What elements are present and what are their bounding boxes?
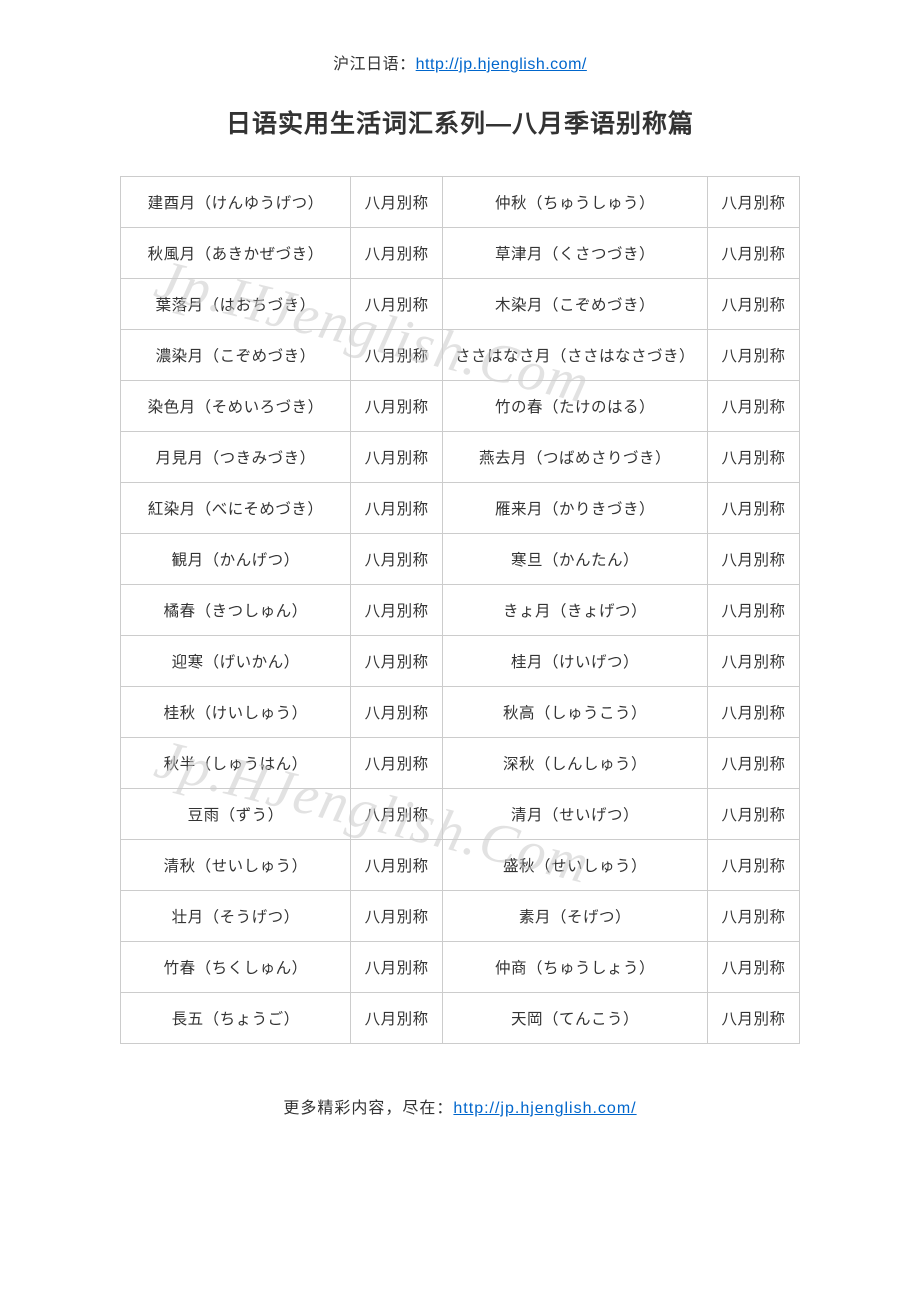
vocab-table: 建酉月（けんゆうげつ）八月別称仲秋（ちゅうしゅう）八月別称秋風月（あきかぜづき）… bbox=[120, 176, 800, 1044]
table-cell: 八月別称 bbox=[707, 585, 799, 636]
table-cell: 清月（せいげつ） bbox=[443, 789, 708, 840]
table-cell: 八月別称 bbox=[707, 381, 799, 432]
table-cell: 八月別称 bbox=[351, 483, 443, 534]
table-cell: 素月（そげつ） bbox=[443, 891, 708, 942]
table-cell: 燕去月（つばめさりづき） bbox=[443, 432, 708, 483]
table-cell: 豆雨（ずう） bbox=[121, 789, 351, 840]
table-row: 建酉月（けんゆうげつ）八月別称仲秋（ちゅうしゅう）八月別称 bbox=[121, 177, 800, 228]
table-cell: 木染月（こぞめづき） bbox=[443, 279, 708, 330]
table-cell: 八月別称 bbox=[351, 228, 443, 279]
table-cell: 秋高（しゅうこう） bbox=[443, 687, 708, 738]
table-cell: 仲秋（ちゅうしゅう） bbox=[443, 177, 708, 228]
table-cell: 八月別称 bbox=[707, 789, 799, 840]
table-cell: 八月別称 bbox=[707, 942, 799, 993]
table-cell: 桂秋（けいしゅう） bbox=[121, 687, 351, 738]
table-row: 迎寒（げいかん）八月別称桂月（けいげつ）八月別称 bbox=[121, 636, 800, 687]
table-cell: 八月別称 bbox=[707, 177, 799, 228]
table-cell: 八月別称 bbox=[351, 993, 443, 1044]
table-cell: 竹の春（たけのはる） bbox=[443, 381, 708, 432]
vocab-table-body: 建酉月（けんゆうげつ）八月別称仲秋（ちゅうしゅう）八月別称秋風月（あきかぜづき）… bbox=[121, 177, 800, 1044]
table-row: 竹春（ちくしゅん）八月別称仲商（ちゅうしょう）八月別称 bbox=[121, 942, 800, 993]
table-cell: 八月別称 bbox=[351, 738, 443, 789]
table-cell: 深秋（しんしゅう） bbox=[443, 738, 708, 789]
table-cell: 濃染月（こぞめづき） bbox=[121, 330, 351, 381]
table-cell: 八月別称 bbox=[351, 534, 443, 585]
page-title: 日语实用生活词汇系列—八月季语别称篇 bbox=[100, 104, 820, 140]
table-cell: 八月別称 bbox=[351, 636, 443, 687]
table-cell: 清秋（せいしゅう） bbox=[121, 840, 351, 891]
table-cell: 寒旦（かんたん） bbox=[443, 534, 708, 585]
table-cell: 八月別称 bbox=[351, 840, 443, 891]
table-cell: 紅染月（べにそめづき） bbox=[121, 483, 351, 534]
table-cell: 橘春（きつしゅん） bbox=[121, 585, 351, 636]
table-cell: 八月別称 bbox=[351, 789, 443, 840]
table-cell: 盛秋（せいしゅう） bbox=[443, 840, 708, 891]
table-cell: 八月別称 bbox=[707, 330, 799, 381]
table-cell: 八月別称 bbox=[707, 687, 799, 738]
table-row: 葉落月（はおちづき）八月別称木染月（こぞめづき）八月別称 bbox=[121, 279, 800, 330]
table-cell: 迎寒（げいかん） bbox=[121, 636, 351, 687]
table-cell: 天岡（てんこう） bbox=[443, 993, 708, 1044]
table-cell: 八月別称 bbox=[351, 279, 443, 330]
header-line: 沪江日语：http://jp.hjenglish.com/ bbox=[100, 50, 820, 74]
table-cell: 仲商（ちゅうしょう） bbox=[443, 942, 708, 993]
table-cell: 八月別称 bbox=[707, 228, 799, 279]
table-cell: 桂月（けいげつ） bbox=[443, 636, 708, 687]
table-cell: 八月別称 bbox=[707, 534, 799, 585]
table-cell: 八月別称 bbox=[351, 330, 443, 381]
table-row: 染色月（そめいろづき）八月別称竹の春（たけのはる）八月別称 bbox=[121, 381, 800, 432]
table-cell: 月見月（つきみづき） bbox=[121, 432, 351, 483]
table-cell: 染色月（そめいろづき） bbox=[121, 381, 351, 432]
table-row: 紅染月（べにそめづき）八月別称雁来月（かりきづき）八月別称 bbox=[121, 483, 800, 534]
table-row: 壮月（そうげつ）八月別称素月（そげつ）八月別称 bbox=[121, 891, 800, 942]
table-cell: 壮月（そうげつ） bbox=[121, 891, 351, 942]
table-cell: 八月別称 bbox=[707, 432, 799, 483]
table-cell: 八月別称 bbox=[351, 942, 443, 993]
table-row: 濃染月（こぞめづき）八月別称ささはなさ月（ささはなさづき）八月別称 bbox=[121, 330, 800, 381]
table-cell: 八月別称 bbox=[351, 432, 443, 483]
table-row: 清秋（せいしゅう）八月別称盛秋（せいしゅう）八月別称 bbox=[121, 840, 800, 891]
table-row: 豆雨（ずう）八月別称清月（せいげつ）八月別称 bbox=[121, 789, 800, 840]
table-row: 長五（ちょうご）八月別称天岡（てんこう）八月別称 bbox=[121, 993, 800, 1044]
table-row: 観月（かんげつ）八月別称寒旦（かんたん）八月別称 bbox=[121, 534, 800, 585]
table-cell: 八月別称 bbox=[351, 585, 443, 636]
table-cell: 竹春（ちくしゅん） bbox=[121, 942, 351, 993]
table-cell: 八月別称 bbox=[351, 891, 443, 942]
table-cell: 八月別称 bbox=[707, 993, 799, 1044]
header-link[interactable]: http://jp.hjenglish.com/ bbox=[416, 56, 587, 73]
table-cell: 草津月（くさつづき） bbox=[443, 228, 708, 279]
footer-line: 更多精彩内容，尽在：http://jp.hjenglish.com/ bbox=[100, 1094, 820, 1118]
table-cell: 八月別称 bbox=[707, 738, 799, 789]
table-cell: ささはなさ月（ささはなさづき） bbox=[443, 330, 708, 381]
table-cell: 八月別称 bbox=[351, 687, 443, 738]
table-cell: 長五（ちょうご） bbox=[121, 993, 351, 1044]
table-cell: 雁来月（かりきづき） bbox=[443, 483, 708, 534]
table-cell: 葉落月（はおちづき） bbox=[121, 279, 351, 330]
table-cell: 八月別称 bbox=[707, 891, 799, 942]
table-cell: 八月別称 bbox=[707, 483, 799, 534]
table-cell: 八月別称 bbox=[707, 636, 799, 687]
footer-link[interactable]: http://jp.hjenglish.com/ bbox=[453, 1100, 636, 1117]
table-cell: 秋半（しゅうはん） bbox=[121, 738, 351, 789]
table-cell: 八月別称 bbox=[707, 279, 799, 330]
table-cell: 秋風月（あきかぜづき） bbox=[121, 228, 351, 279]
table-row: 月見月（つきみづき）八月別称燕去月（つばめさりづき）八月別称 bbox=[121, 432, 800, 483]
table-row: 秋半（しゅうはん）八月別称深秋（しんしゅう）八月別称 bbox=[121, 738, 800, 789]
table-cell: 観月（かんげつ） bbox=[121, 534, 351, 585]
table-cell: きょ月（きょげつ） bbox=[443, 585, 708, 636]
table-row: 桂秋（けいしゅう）八月別称秋高（しゅうこう）八月別称 bbox=[121, 687, 800, 738]
table-cell: 八月別称 bbox=[351, 381, 443, 432]
table-row: 橘春（きつしゅん）八月別称きょ月（きょげつ）八月別称 bbox=[121, 585, 800, 636]
header-prefix: 沪江日语： bbox=[333, 56, 416, 73]
footer-prefix: 更多精彩内容，尽在： bbox=[283, 1100, 453, 1117]
table-cell: 建酉月（けんゆうげつ） bbox=[121, 177, 351, 228]
table-row: 秋風月（あきかぜづき）八月別称草津月（くさつづき）八月別称 bbox=[121, 228, 800, 279]
table-cell: 八月別称 bbox=[351, 177, 443, 228]
table-cell: 八月別称 bbox=[707, 840, 799, 891]
